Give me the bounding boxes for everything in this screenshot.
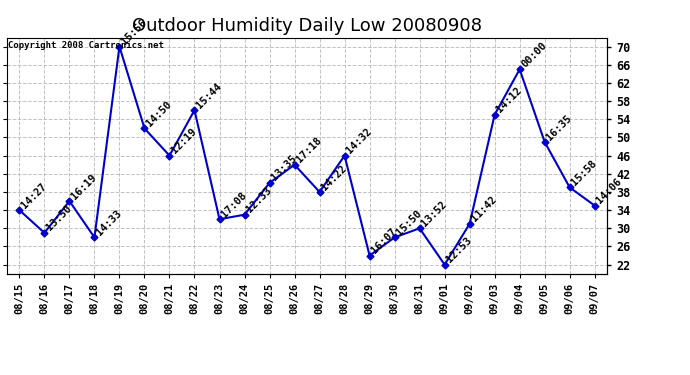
Text: 00:00: 00:00 xyxy=(520,40,549,69)
Text: Copyright 2008 Cartronics.net: Copyright 2008 Cartronics.net xyxy=(8,41,164,50)
Text: 12:19: 12:19 xyxy=(170,126,199,156)
Text: 14:22: 14:22 xyxy=(319,163,348,192)
Text: 14:27: 14:27 xyxy=(19,181,48,210)
Text: 15:58: 15:58 xyxy=(570,158,599,188)
Text: 13:52: 13:52 xyxy=(420,199,448,228)
Text: 17:08: 17:08 xyxy=(219,190,248,219)
Text: 15:44: 15:44 xyxy=(195,81,224,110)
Text: 16:07: 16:07 xyxy=(370,226,399,256)
Text: 14:50: 14:50 xyxy=(144,99,174,128)
Text: 15:56: 15:56 xyxy=(119,17,148,46)
Text: 16:35: 16:35 xyxy=(544,113,574,142)
Text: 14:06: 14:06 xyxy=(595,176,624,206)
Text: 15:50: 15:50 xyxy=(395,208,424,237)
Text: 14:32: 14:32 xyxy=(344,126,374,156)
Title: Outdoor Humidity Daily Low 20080908: Outdoor Humidity Daily Low 20080908 xyxy=(132,16,482,34)
Text: 14:12: 14:12 xyxy=(495,86,524,115)
Text: 13:35: 13:35 xyxy=(270,154,299,183)
Text: 12:33: 12:33 xyxy=(244,186,274,214)
Text: 12:53: 12:53 xyxy=(444,236,474,265)
Text: 11:42: 11:42 xyxy=(470,195,499,224)
Text: 16:19: 16:19 xyxy=(70,172,99,201)
Text: 14:33: 14:33 xyxy=(95,208,124,237)
Text: 13:50: 13:50 xyxy=(44,204,74,233)
Text: 17:18: 17:18 xyxy=(295,135,324,165)
